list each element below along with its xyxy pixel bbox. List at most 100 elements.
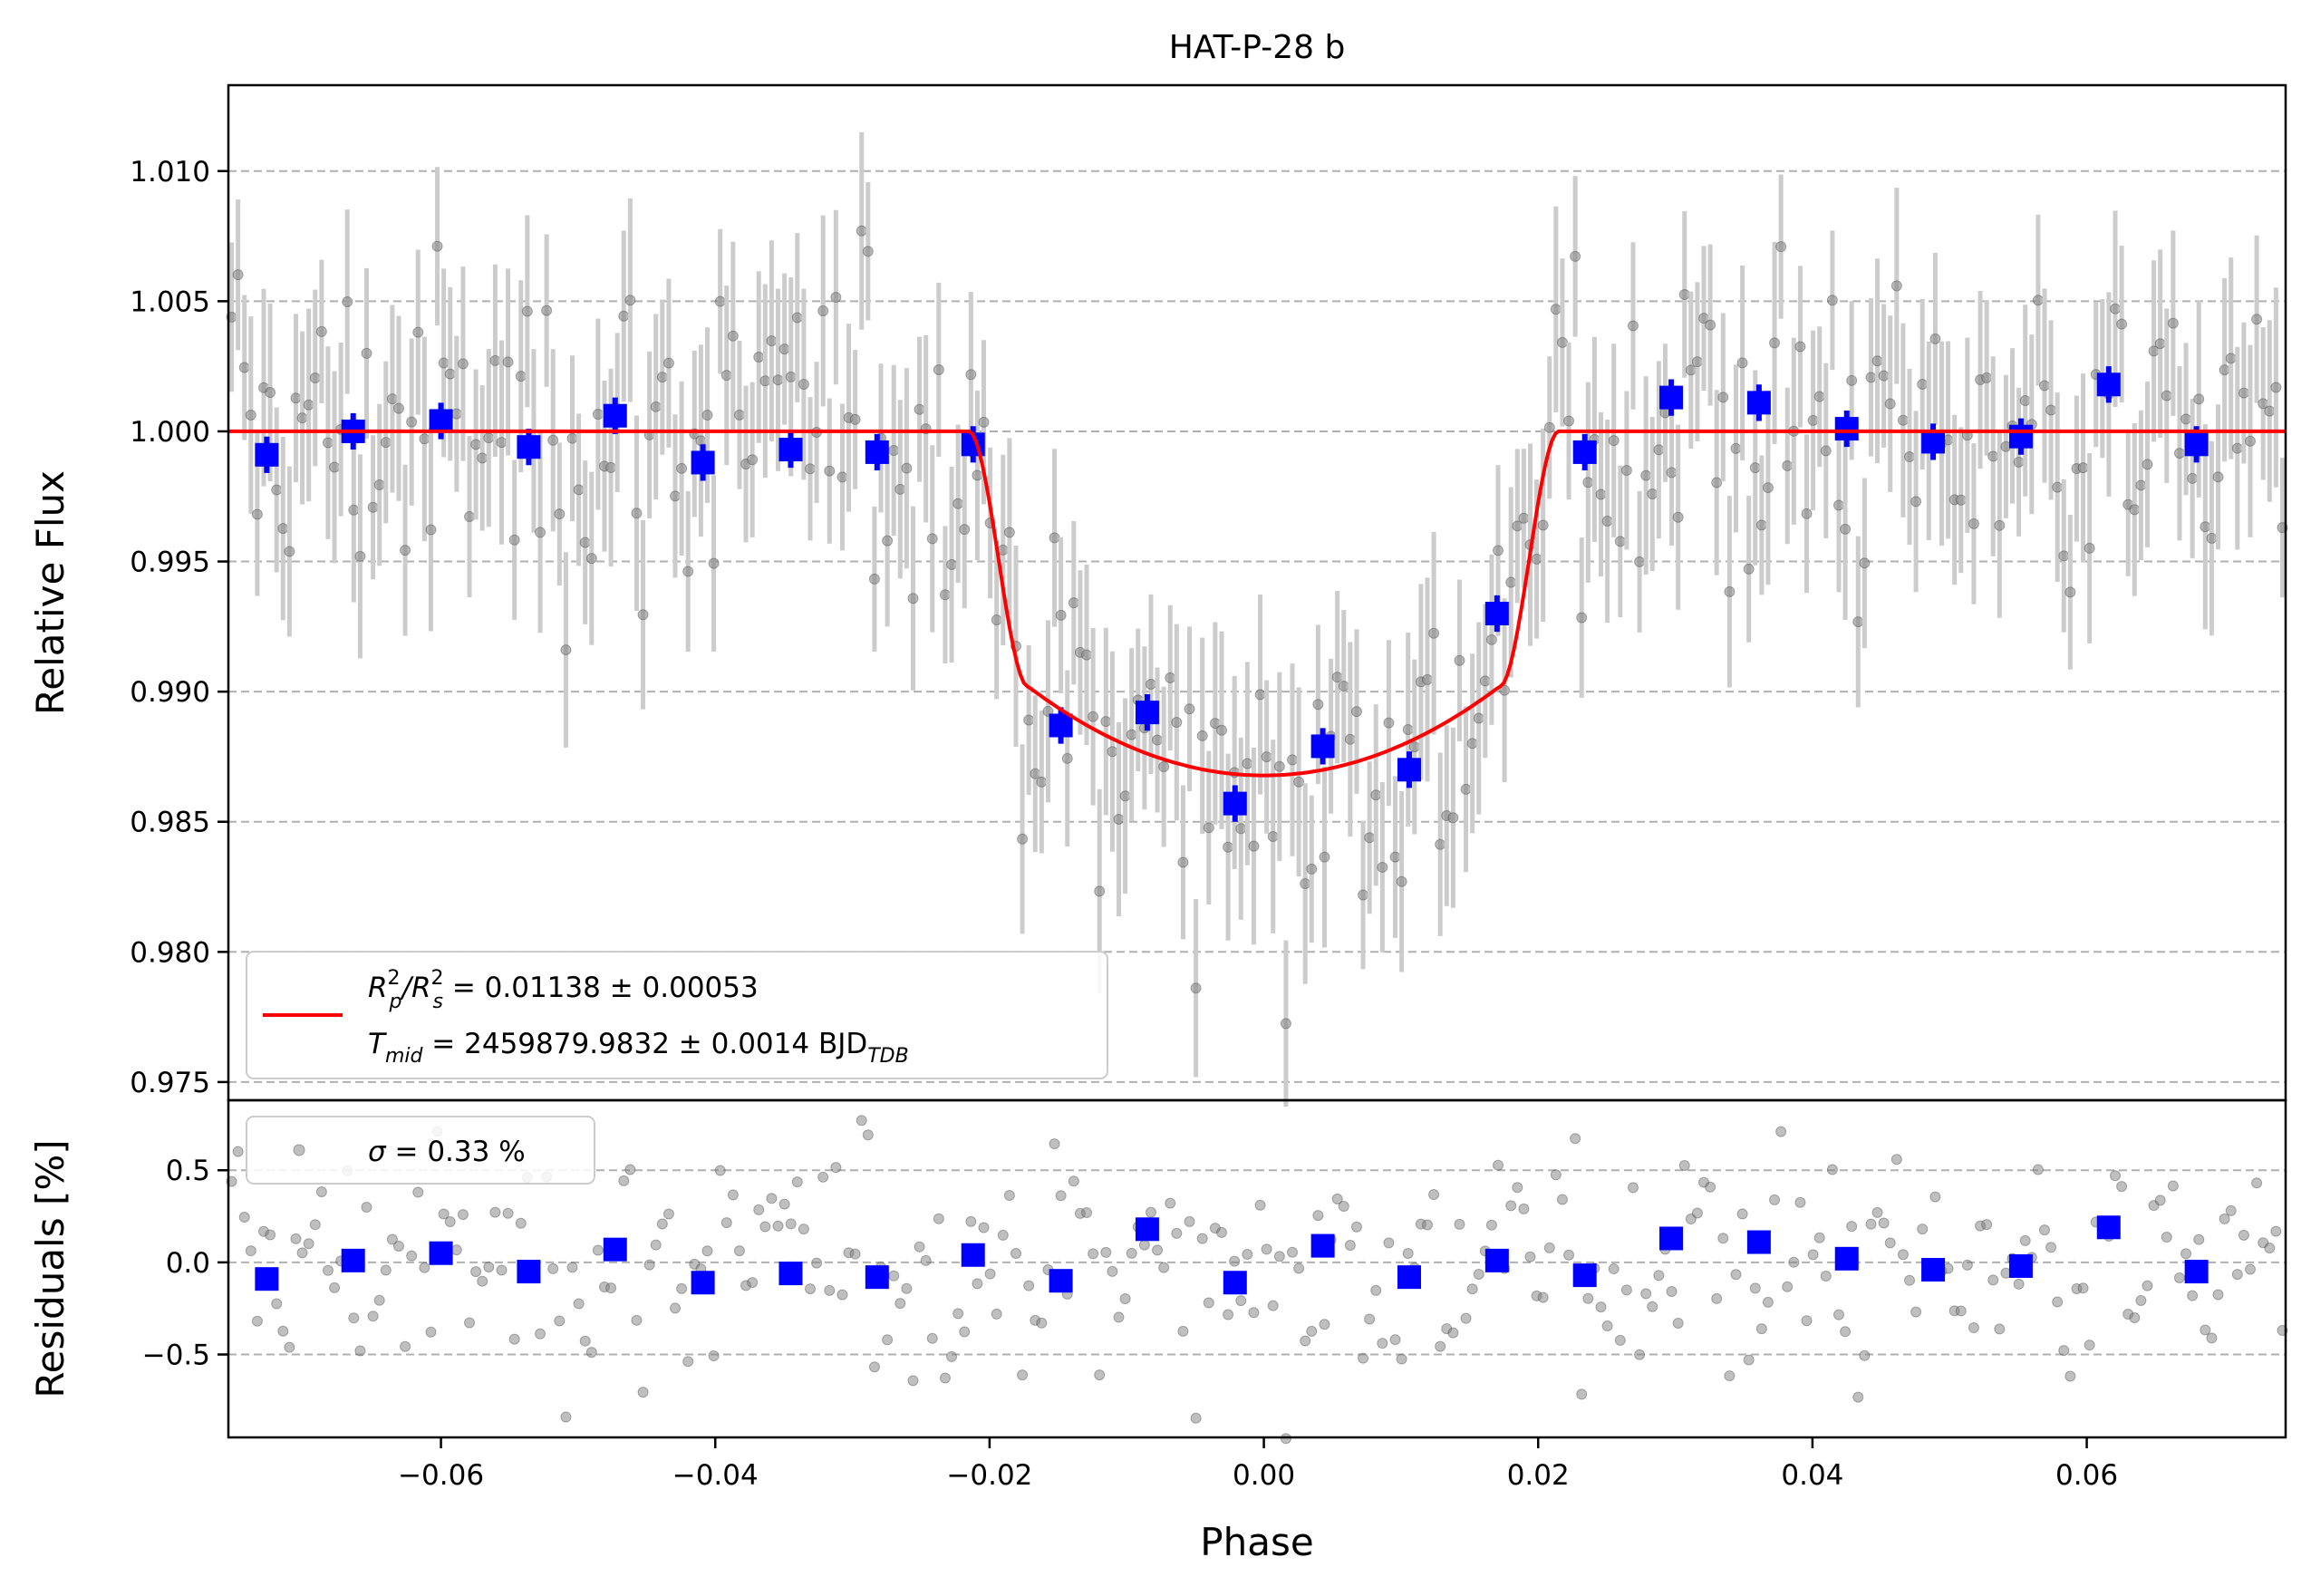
raw-point [1454, 654, 1465, 666]
raw-point [778, 343, 790, 355]
binned-residual [2184, 1260, 2209, 1284]
residual-point [1396, 1353, 1407, 1365]
raw-point [1634, 556, 1646, 567]
residual-point [1350, 1221, 1362, 1233]
x-tick-label: −0.06 [398, 1459, 484, 1492]
raw-point [1068, 597, 1079, 609]
binned-residual [1921, 1258, 1946, 1282]
residual-point [1749, 1282, 1761, 1294]
residual-point [753, 1204, 765, 1215]
raw-point [1152, 734, 1164, 746]
residual-point [1917, 1224, 1929, 1235]
raw-point [965, 369, 977, 381]
residual-point [849, 1248, 861, 1260]
raw-point [1100, 716, 1112, 728]
raw-point [1421, 673, 1433, 685]
residual-point [2116, 1181, 2128, 1193]
residual-point [1743, 1354, 1755, 1366]
residual-point [406, 1250, 418, 1262]
raw-point [1312, 699, 1324, 711]
raw-point [1364, 832, 1376, 844]
raw-point [508, 534, 520, 546]
x-tick-label: −0.04 [672, 1459, 759, 1492]
residual-point [868, 1361, 880, 1373]
raw-point [431, 240, 443, 252]
top-y-tick-label: 0.995 [130, 547, 210, 579]
binned-point [1484, 601, 1509, 625]
binned-residual [1135, 1217, 1159, 1242]
residual-point [464, 1317, 476, 1329]
top-legend-line-1: R2 p/R2 s = 0.01138 ± 0.00053 [368, 967, 759, 1013]
residual-point [1377, 1338, 1388, 1349]
raw-point [1576, 612, 1588, 624]
raw-point [901, 462, 913, 474]
top-panel-binned-points [255, 366, 2209, 822]
raw-point [322, 437, 334, 449]
residual-point [907, 1375, 919, 1387]
residual-point [450, 1244, 462, 1256]
residual-point [1897, 1249, 1909, 1261]
raw-point [2251, 314, 2263, 325]
residual-point [1904, 1274, 1916, 1286]
residual-point [573, 1298, 585, 1310]
binned-residual [1223, 1271, 1247, 1295]
x-tick-label: 0.00 [1233, 1459, 1295, 1492]
residual-point [2200, 1324, 2211, 1336]
residual-point [1454, 1218, 1465, 1230]
raw-point [419, 433, 430, 445]
raw-point [1878, 370, 1890, 382]
residual-point [720, 1217, 732, 1229]
raw-point [1749, 462, 1761, 474]
residual-point [1666, 1286, 1678, 1298]
raw-point [914, 403, 925, 415]
residual-point [1987, 1274, 1999, 1286]
raw-point [1254, 689, 1266, 701]
raw-point [2052, 481, 2064, 493]
residual-point [2077, 1282, 2089, 1294]
residual-point [2219, 1213, 2230, 1224]
binned-point [1834, 417, 1859, 441]
raw-point [1280, 1018, 1291, 1030]
raw-point [862, 246, 874, 257]
residual-point [1088, 1248, 1099, 1260]
raw-point [1550, 304, 1562, 315]
residual-point [785, 1218, 797, 1230]
raw-point [2264, 405, 2276, 417]
residual-point [1435, 1340, 1446, 1352]
residual-point [1582, 1292, 1594, 1304]
top-y-tick-label: 0.990 [130, 676, 210, 709]
raw-point [1846, 374, 1858, 386]
raw-point [856, 225, 867, 237]
residual-point [1769, 1194, 1781, 1205]
raw-point [1730, 442, 1742, 454]
bottom-y-tick-label: 0.5 [166, 1155, 210, 1187]
raw-point [1755, 519, 1767, 531]
top-y-tick-label: 1.010 [130, 156, 210, 189]
raw-point [2200, 521, 2211, 533]
raw-point [1736, 357, 1748, 369]
residual-point [1518, 1203, 1530, 1214]
residual-point [508, 1333, 520, 1345]
raw-point [676, 462, 688, 474]
raw-point [1717, 392, 1729, 403]
residual-point [1505, 1200, 1517, 1212]
residual-point [901, 1282, 913, 1294]
residual-point [1852, 1391, 1864, 1403]
residual-point [290, 1233, 302, 1244]
residual-point [1929, 1191, 1941, 1203]
raw-point [2045, 404, 2057, 416]
raw-point [1871, 355, 1883, 367]
residual-point [2180, 1248, 2192, 1260]
raw-point [1518, 512, 1530, 524]
residual-point [2154, 1195, 2166, 1206]
residual-point [1485, 1219, 1497, 1231]
residual-point [920, 1254, 932, 1266]
raw-point [1852, 616, 1864, 628]
residual-point [714, 1165, 726, 1176]
binned-point [1659, 385, 1684, 410]
raw-point [1370, 789, 1382, 801]
raw-point [2212, 471, 2224, 483]
residual-point [1968, 1322, 1979, 1334]
raw-point [933, 364, 944, 376]
raw-point [361, 347, 372, 359]
